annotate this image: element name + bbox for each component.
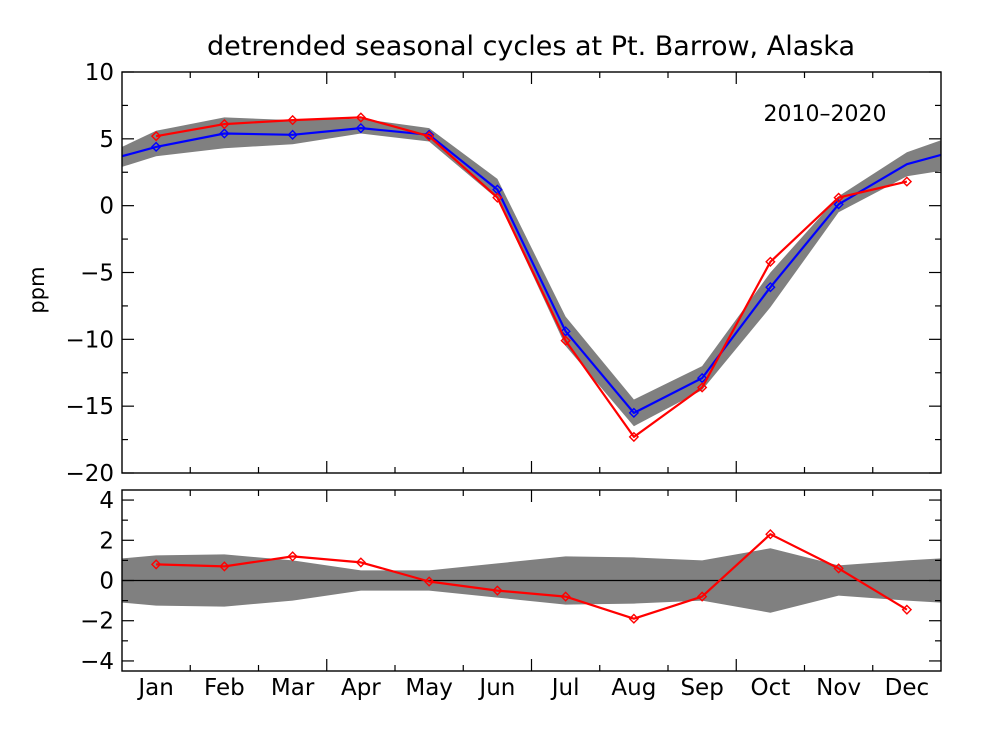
top-red-series-point bbox=[901, 176, 913, 187]
top-red-series-point bbox=[560, 335, 571, 346]
bottom-red-series-point bbox=[628, 613, 640, 624]
top-red-series-point bbox=[150, 130, 162, 142]
month-tick-labels: Jan Feb Mar Apr May Jun Jul Aug Sep Oct Nov Dec bbox=[136, 675, 929, 701]
top-ytick-label: 10 bbox=[85, 60, 114, 86]
top-ytick-label: 0 bbox=[99, 194, 114, 220]
month-label: Apr bbox=[341, 675, 381, 701]
chart-title: detrended seasonal cycles at Pt. Barrow,… bbox=[207, 31, 855, 62]
top-blue-series-point bbox=[150, 141, 162, 153]
y-axis-label: ppm bbox=[25, 266, 49, 313]
top-red-series-point bbox=[287, 114, 298, 126]
period-annotation: 2010–2020 bbox=[764, 102, 887, 127]
top-blue-series-point bbox=[833, 199, 844, 210]
top-blue-series-point bbox=[219, 128, 230, 139]
bottom-panel: 4 2 0 −2 −4 bbox=[80, 488, 942, 675]
top-red-series-line bbox=[155, 116, 908, 438]
top-blue-series-line bbox=[122, 127, 941, 414]
top-red-series-point bbox=[355, 112, 367, 123]
bottom-red-series-point bbox=[560, 591, 571, 602]
top-red-series-point bbox=[423, 130, 435, 142]
bottom-ytick-label: 2 bbox=[99, 528, 114, 554]
month-label: Sep bbox=[680, 675, 723, 701]
top-red-series-point bbox=[765, 256, 776, 267]
bottom-ytick-label: −4 bbox=[80, 649, 114, 675]
bottom-ytick-label: 4 bbox=[99, 488, 114, 514]
top-red-series-point bbox=[219, 118, 230, 130]
top-blue-series-point bbox=[628, 407, 640, 419]
bottom-red-series-point bbox=[901, 604, 913, 615]
top-ytick-label: −20 bbox=[65, 461, 114, 487]
bottom-red-series-point bbox=[287, 551, 298, 562]
bottom-ytick-label: 0 bbox=[99, 569, 114, 595]
bottom-red-series-point bbox=[150, 559, 162, 570]
bottom-red-series-point bbox=[765, 529, 776, 540]
top-red-series-point bbox=[696, 382, 708, 393]
top-ytick-label: 5 bbox=[99, 127, 114, 153]
bottom-ytick-label: −2 bbox=[80, 609, 114, 635]
top-blue-series-point bbox=[287, 129, 298, 141]
top-ytick-label: −5 bbox=[80, 261, 114, 287]
bottom-red-series-point bbox=[219, 561, 230, 572]
month-label: Oct bbox=[750, 675, 790, 701]
month-label: Jul bbox=[550, 675, 580, 701]
month-label: Mar bbox=[271, 675, 315, 701]
bottom-plot-area bbox=[122, 529, 941, 624]
bottom-red-series-point bbox=[355, 557, 367, 568]
month-label: Jan bbox=[136, 675, 173, 701]
top-red-series-point bbox=[833, 192, 844, 203]
top-spread-band bbox=[122, 117, 941, 427]
top-ytick-label: −10 bbox=[65, 327, 114, 353]
month-label: Feb bbox=[204, 675, 245, 701]
bottom-red-series-point bbox=[833, 563, 844, 574]
month-label: Aug bbox=[611, 675, 656, 701]
month-label: Nov bbox=[816, 675, 861, 701]
top-panel: 10 5 0 −5 −10 −15 −20 bbox=[65, 60, 942, 487]
bottom-red-series-line bbox=[156, 533, 908, 620]
top-blue-series-point bbox=[765, 282, 776, 293]
top-blue-series-point bbox=[355, 122, 367, 134]
bottom-red-series-point bbox=[492, 585, 503, 596]
top-red-series-point bbox=[492, 192, 503, 203]
top-plot-area bbox=[122, 112, 941, 443]
top-blue-series-point bbox=[423, 129, 435, 141]
month-label: May bbox=[405, 675, 453, 701]
top-ytick-label: −15 bbox=[65, 394, 114, 420]
bottom-red-series-point bbox=[423, 576, 435, 587]
month-label: Jun bbox=[477, 675, 515, 701]
month-label: Dec bbox=[885, 675, 930, 701]
top-red-series-point bbox=[628, 431, 640, 443]
bottom-red-series-point bbox=[696, 591, 708, 602]
